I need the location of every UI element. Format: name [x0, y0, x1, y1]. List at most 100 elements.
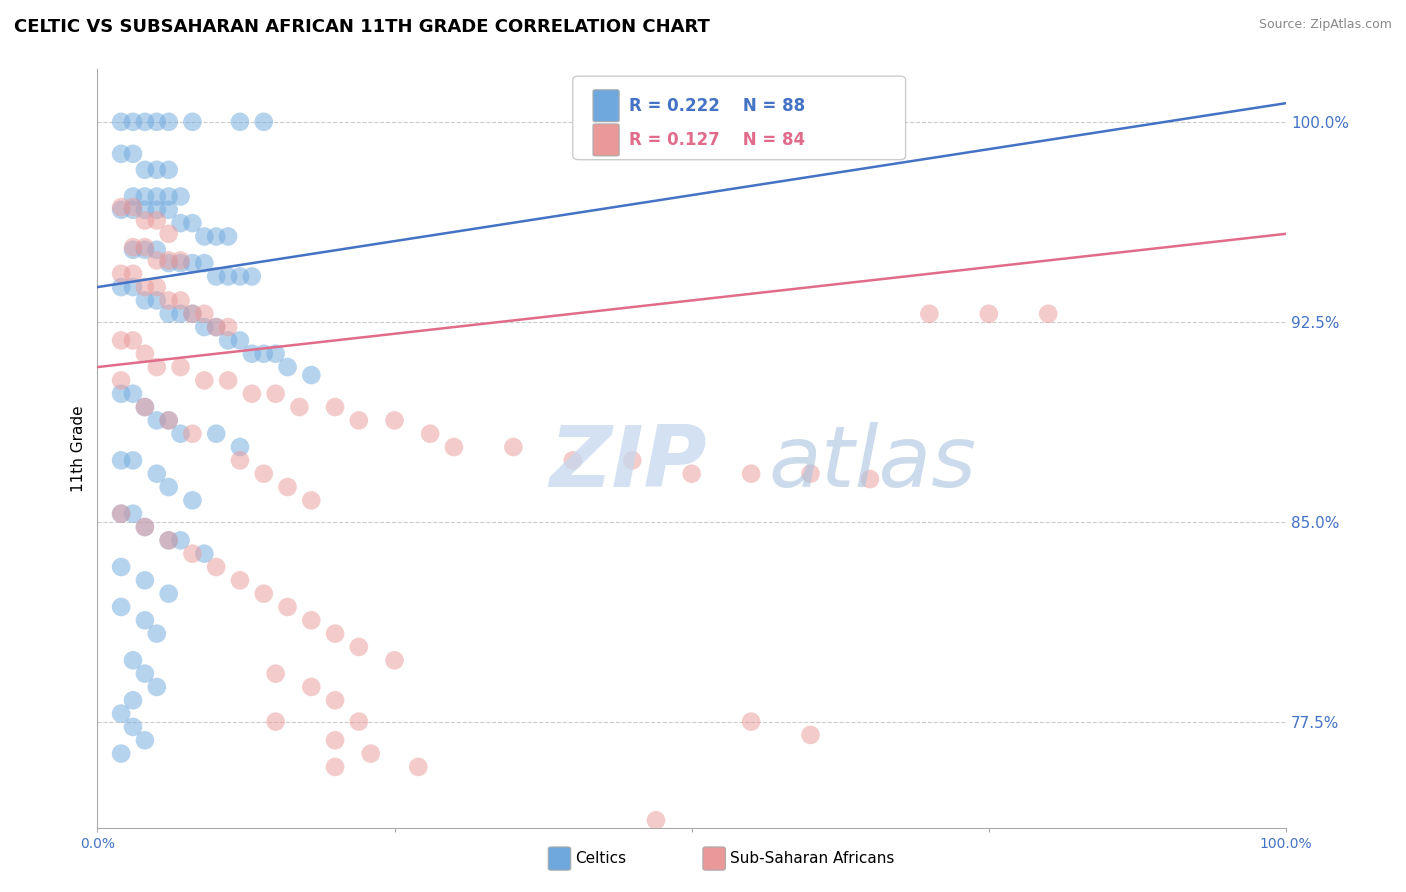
Point — [253, 115, 276, 129]
Point — [229, 115, 252, 129]
Point — [217, 320, 239, 334]
Point — [134, 520, 156, 534]
Point — [134, 240, 156, 254]
Point — [157, 480, 180, 494]
Point — [181, 493, 204, 508]
Point — [193, 256, 215, 270]
Point — [502, 440, 524, 454]
Point — [277, 599, 299, 614]
Point — [406, 760, 429, 774]
Point — [193, 547, 215, 561]
Point — [859, 472, 882, 486]
Point — [240, 269, 263, 284]
Point — [193, 320, 215, 334]
Point — [347, 413, 370, 427]
Point — [288, 400, 311, 414]
Point — [169, 256, 191, 270]
Point — [181, 547, 204, 561]
Point — [134, 115, 156, 129]
Point — [205, 269, 228, 284]
Point — [110, 599, 132, 614]
Point — [347, 714, 370, 729]
Point — [134, 293, 156, 308]
Point — [122, 334, 145, 348]
Point — [134, 347, 156, 361]
Point — [110, 507, 132, 521]
Point — [146, 115, 169, 129]
Point — [110, 334, 132, 348]
Point — [240, 347, 263, 361]
Point — [977, 307, 1000, 321]
Point — [169, 293, 191, 308]
Point — [157, 227, 180, 241]
Point — [157, 189, 180, 203]
Point — [146, 413, 169, 427]
Point — [205, 320, 228, 334]
Point — [146, 162, 169, 177]
Point — [205, 229, 228, 244]
Point — [169, 253, 191, 268]
FancyBboxPatch shape — [572, 76, 905, 160]
Point — [384, 653, 406, 667]
Point — [110, 747, 132, 761]
Point — [110, 115, 132, 129]
Point — [122, 653, 145, 667]
Point — [704, 839, 727, 854]
Point — [360, 747, 382, 761]
Point — [229, 440, 252, 454]
Point — [110, 200, 132, 214]
Point — [122, 453, 145, 467]
Point — [146, 626, 169, 640]
Text: 100.0%: 100.0% — [1260, 838, 1312, 851]
Point — [122, 386, 145, 401]
Point — [384, 413, 406, 427]
Point — [146, 467, 169, 481]
Point — [157, 202, 180, 217]
Point — [918, 307, 941, 321]
Point — [110, 280, 132, 294]
Point — [146, 202, 169, 217]
Point — [205, 560, 228, 574]
Point — [157, 587, 180, 601]
Point — [169, 189, 191, 203]
Point — [110, 453, 132, 467]
Point — [122, 720, 145, 734]
Point — [157, 293, 180, 308]
Point — [122, 280, 145, 294]
Point — [217, 269, 239, 284]
Point — [299, 493, 322, 508]
Point — [229, 334, 252, 348]
Point — [134, 213, 156, 227]
Point — [240, 386, 263, 401]
Text: Source: ZipAtlas.com: Source: ZipAtlas.com — [1258, 18, 1392, 31]
Text: Celtics: Celtics — [575, 851, 626, 866]
Point — [193, 229, 215, 244]
Point — [146, 189, 169, 203]
Point — [253, 587, 276, 601]
Point — [181, 256, 204, 270]
Point — [134, 613, 156, 627]
Point — [323, 626, 346, 640]
FancyBboxPatch shape — [593, 90, 619, 121]
Point — [157, 256, 180, 270]
Point — [277, 480, 299, 494]
Point — [181, 307, 204, 321]
Point — [181, 426, 204, 441]
Point — [323, 733, 346, 747]
Point — [264, 347, 287, 361]
Point — [134, 574, 156, 588]
Point — [205, 426, 228, 441]
Point — [169, 533, 191, 548]
Point — [146, 360, 169, 375]
Point — [134, 162, 156, 177]
Point — [621, 453, 644, 467]
Point — [299, 680, 322, 694]
Point — [157, 115, 180, 129]
Point — [157, 413, 180, 427]
Text: CELTIC VS SUBSAHARAN AFRICAN 11TH GRADE CORRELATION CHART: CELTIC VS SUBSAHARAN AFRICAN 11TH GRADE … — [14, 18, 710, 36]
Point — [134, 520, 156, 534]
Point — [122, 146, 145, 161]
Point — [157, 307, 180, 321]
Point — [217, 334, 239, 348]
Text: atlas: atlas — [769, 422, 977, 505]
